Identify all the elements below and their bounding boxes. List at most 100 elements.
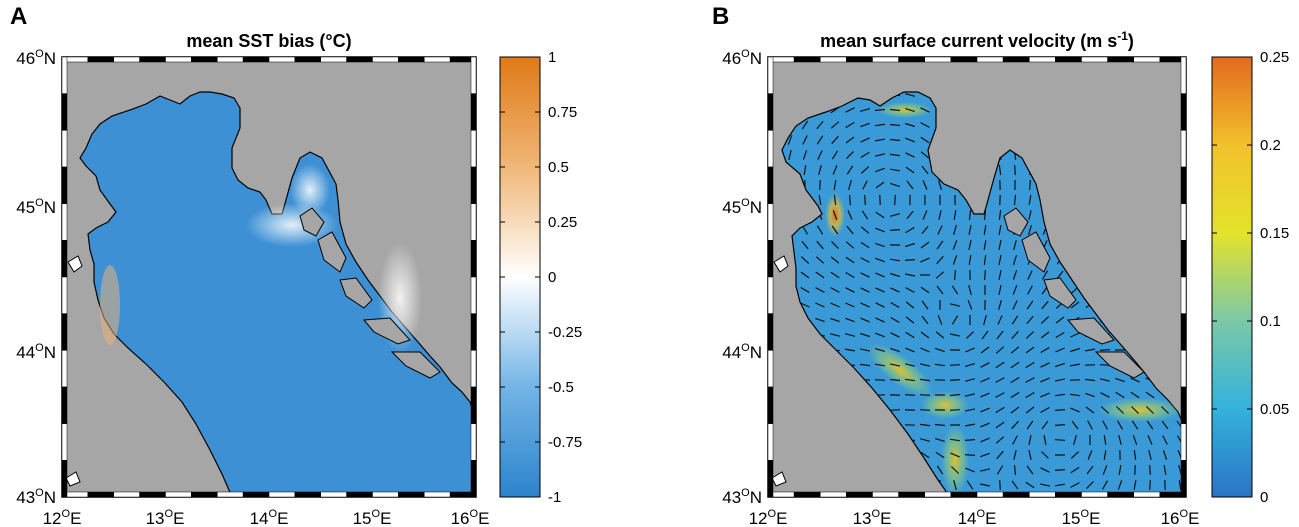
current-vector [1103,450,1107,460]
panel-b-letter: B [712,3,729,30]
ruler-segment [1180,460,1187,498]
ruler-segment [165,56,192,63]
current-vector [968,285,972,295]
current-vector [920,122,930,128]
current-vector [949,364,961,366]
current-vector [905,166,915,174]
current-vector [844,348,856,352]
current-vector [1070,451,1080,459]
current-vector [1012,255,1018,265]
current-vector [845,287,855,293]
island [362,317,411,345]
current-vector [1011,480,1019,490]
current-vector [1100,392,1110,398]
current-vector [830,271,840,279]
current-vector [815,302,825,308]
current-vector [1055,347,1065,353]
current-vector [905,363,915,367]
ruler-segment [1029,491,1056,498]
current-vector [862,180,868,190]
current-vector [920,286,930,294]
current-vector [816,135,824,145]
current-vector [860,302,870,308]
ruler-segment [61,93,68,131]
current-vector [875,272,885,278]
current-vector [949,393,961,397]
ruler-segment [61,130,68,168]
ruler-segment [398,491,425,498]
current-vector [1040,331,1050,339]
current-vector [996,330,1004,340]
lat-label-45: 45ON [722,197,762,217]
current-vector [831,150,839,160]
current-vector [950,466,960,474]
ruler-segment [61,240,68,278]
current-vector [1040,346,1050,354]
island [1003,207,1029,237]
current-vector [860,151,870,159]
current-vector [1070,301,1080,309]
current-vector [1026,315,1034,325]
current-vector [921,165,929,175]
current-vector [1117,480,1123,490]
panel-a-title: mean SST bias (°C) [186,31,351,51]
current-vector [845,241,855,249]
current-vector [1054,439,1066,441]
current-vector [904,273,916,277]
current-vector [1130,391,1140,399]
current-vector [875,181,885,189]
current-vector [952,240,958,250]
current-vector [920,136,930,144]
current-vector [922,180,928,190]
island [339,277,373,309]
current-vector [1025,361,1035,369]
current-vector [890,272,900,278]
current-vector [995,346,1005,354]
current-vector [1133,479,1137,491]
current-vector [1026,300,1034,310]
ruler-segment [924,491,952,498]
ruler-segment [268,56,296,63]
ruler-segment [793,56,821,63]
current-vector [1010,346,1020,354]
current-vector [998,254,1002,266]
current-vector [818,195,822,205]
current-vector [964,454,976,456]
ruler-segment [1107,56,1134,63]
colorbar-tick-label: 0.5 [548,159,569,176]
ruler-segment [191,491,218,498]
ruler-segment [61,56,68,94]
current-vector [920,331,930,339]
current-vector [832,210,838,220]
current-vector [951,315,959,325]
current-vector [816,240,824,250]
current-vector [995,377,1005,383]
current-vector [860,241,870,249]
current-vector [800,302,810,308]
current-vector [890,347,900,353]
panel-a-ruler [61,56,477,498]
ruler-segment [242,56,270,63]
current-vector [1070,332,1080,338]
current-vector [1130,377,1140,383]
current-vector [1162,450,1168,460]
current-vector [1160,406,1170,414]
ruler-segment [976,56,1004,63]
ruler-segment [872,56,899,63]
current-vector [1041,451,1049,459]
colorbar-tick-label: -1 [548,489,561,506]
current-vector [980,452,990,458]
current-vector [1040,377,1050,383]
current-vector [816,120,824,130]
current-vector [1099,364,1111,366]
ruler-segment [165,491,192,498]
current-vector [875,227,885,233]
current-vector [875,242,885,248]
ruler-segment [470,423,477,461]
current-vector [905,93,915,97]
current-vector [998,164,1002,176]
current-vector [830,287,840,293]
ruler-segment [346,56,373,63]
panel-a: A mean SST bias (°C) 46ON 45ON 44ON 43ON [10,3,582,527]
lon-label-12: 12OE [43,508,82,527]
